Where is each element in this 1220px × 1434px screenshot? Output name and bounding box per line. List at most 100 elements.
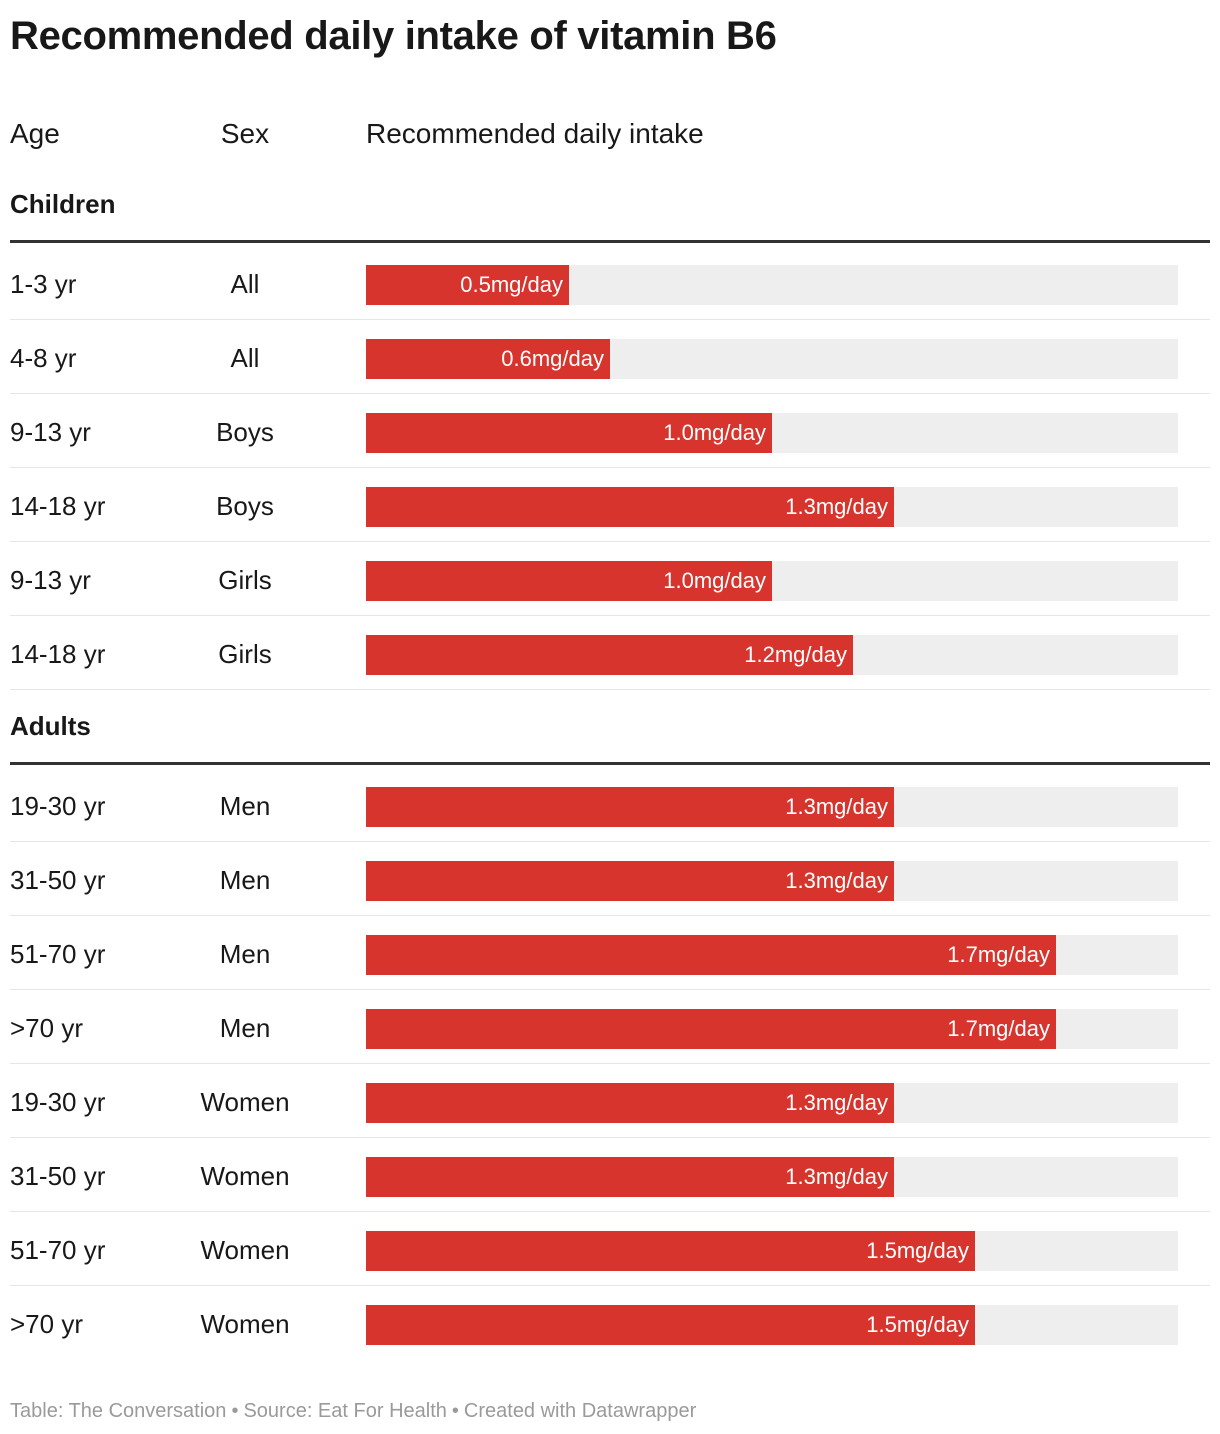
footer-credits: Table: The Conversation • Source: Eat For … bbox=[10, 1397, 696, 1425]
bar-track: 1.3mg/day bbox=[366, 861, 1178, 901]
bar-value-label: 1.7mg/day bbox=[947, 942, 1050, 967]
age-cell: 14-18 yr bbox=[10, 639, 106, 669]
sex-cell: Women bbox=[200, 1235, 290, 1265]
bar-track: 1.7mg/day bbox=[366, 1009, 1178, 1049]
intake-bar: 1.3mg/day bbox=[366, 487, 894, 527]
intake-bar: 1.3mg/day bbox=[366, 787, 894, 827]
table-row: 19-30 yr Men 1.3mg/day bbox=[10, 768, 1210, 842]
sex-cell: Girls bbox=[218, 565, 272, 595]
bar-track: 1.5mg/day bbox=[366, 1305, 1178, 1345]
group-divider bbox=[10, 762, 1210, 765]
chart-title: Recommended daily intake of vitamin B6 bbox=[10, 14, 777, 58]
sex-cell: Boys bbox=[216, 491, 274, 521]
sex-cell: Men bbox=[219, 865, 271, 895]
row-divider bbox=[10, 541, 1210, 542]
sex-cell: Girls bbox=[218, 639, 272, 669]
sex-cell: All bbox=[230, 343, 260, 373]
intake-bar: 0.6mg/day bbox=[366, 339, 610, 379]
bar-track: 1.3mg/day bbox=[366, 787, 1178, 827]
bar-value-label: 1.7mg/day bbox=[947, 1016, 1050, 1041]
row-divider bbox=[10, 1137, 1210, 1138]
table-row: 19-30 yr Women 1.3mg/day bbox=[10, 1064, 1210, 1138]
sex-cell: Men bbox=[219, 1013, 271, 1043]
bar-track: 0.5mg/day bbox=[366, 265, 1178, 305]
footer-tool-credit: Created with Datawrapper bbox=[463, 1400, 697, 1422]
table-row: >70 yr Men 1.7mg/day bbox=[10, 990, 1210, 1064]
age-cell: 31-50 yr bbox=[10, 1161, 106, 1191]
age-cell: 51-70 yr bbox=[10, 939, 106, 969]
sex-cell: Women bbox=[200, 1309, 290, 1339]
intake-bar: 1.5mg/day bbox=[366, 1231, 975, 1271]
bar-track: 1.0mg/day bbox=[366, 413, 1178, 453]
bar-value-label: 1.3mg/day bbox=[785, 794, 888, 819]
intake-bar: 1.3mg/day bbox=[366, 1083, 894, 1123]
table-row: 9-13 yr Boys 1.0mg/day bbox=[10, 394, 1210, 468]
intake-bar: 0.5mg/day bbox=[366, 265, 569, 305]
bar-track: 1.2mg/day bbox=[366, 635, 1178, 675]
footer-separator: • bbox=[451, 1400, 459, 1422]
age-cell: 19-30 yr bbox=[10, 1087, 106, 1117]
row-divider bbox=[10, 467, 1210, 468]
bar-track: 1.0mg/day bbox=[366, 561, 1178, 601]
intake-bar: 1.3mg/day bbox=[366, 1157, 894, 1197]
sex-cell: Boys bbox=[216, 417, 274, 447]
age-cell: >70 yr bbox=[10, 1013, 83, 1043]
column-header-age: Age bbox=[10, 118, 60, 149]
bar-value-label: 1.3mg/day bbox=[785, 1090, 888, 1115]
footer-source: Source: Eat For Health bbox=[243, 1400, 447, 1422]
sex-cell: Men bbox=[219, 791, 271, 821]
age-cell: 9-13 yr bbox=[10, 417, 91, 447]
bar-value-label: 1.0mg/day bbox=[663, 420, 766, 445]
group-title: Children bbox=[10, 189, 116, 219]
bar-value-label: 1.2mg/day bbox=[744, 642, 847, 667]
row-divider bbox=[10, 841, 1210, 842]
age-cell: 51-70 yr bbox=[10, 1235, 106, 1265]
row-divider bbox=[10, 615, 1210, 616]
row-divider bbox=[10, 989, 1210, 990]
intake-bar: 1.7mg/day bbox=[366, 935, 1056, 975]
age-cell: 19-30 yr bbox=[10, 791, 106, 821]
table-row: 9-13 yr Girls 1.0mg/day bbox=[10, 542, 1210, 616]
row-divider bbox=[10, 319, 1210, 320]
group-title: Adults bbox=[10, 711, 91, 741]
intake-bar: 1.2mg/day bbox=[366, 635, 853, 675]
row-divider bbox=[10, 1211, 1210, 1212]
intake-bar: 1.5mg/day bbox=[366, 1305, 975, 1345]
table-row: 14-18 yr Girls 1.2mg/day bbox=[10, 616, 1210, 690]
row-divider bbox=[10, 1285, 1210, 1286]
age-cell: >70 yr bbox=[10, 1309, 83, 1339]
table-row: 1-3 yr All 0.5mg/day bbox=[10, 246, 1210, 320]
age-cell: 1-3 yr bbox=[10, 269, 77, 299]
bar-track: 1.7mg/day bbox=[366, 935, 1178, 975]
bar-value-label: 1.3mg/day bbox=[785, 868, 888, 893]
intake-bar: 1.0mg/day bbox=[366, 561, 772, 601]
bar-track: 0.6mg/day bbox=[366, 339, 1178, 379]
intake-bar: 1.3mg/day bbox=[366, 861, 894, 901]
intake-bar: 1.7mg/day bbox=[366, 1009, 1056, 1049]
bar-value-label: 0.6mg/day bbox=[501, 346, 604, 371]
row-divider bbox=[10, 1063, 1210, 1064]
bar-value-label: 1.0mg/day bbox=[663, 568, 766, 593]
sex-cell: Women bbox=[200, 1161, 290, 1191]
bar-value-label: 1.5mg/day bbox=[866, 1238, 969, 1263]
bar-track: 1.5mg/day bbox=[366, 1231, 1178, 1271]
age-cell: 4-8 yr bbox=[10, 343, 77, 373]
intake-bar: 1.0mg/day bbox=[366, 413, 772, 453]
bar-value-label: 1.3mg/day bbox=[785, 494, 888, 519]
bar-value-label: 1.3mg/day bbox=[785, 1164, 888, 1189]
table-row: 31-50 yr Women 1.3mg/day bbox=[10, 1138, 1210, 1212]
table-row: >70 yr Women 1.5mg/day bbox=[10, 1286, 1210, 1360]
bar-value-label: 1.5mg/day bbox=[866, 1312, 969, 1337]
footer-separator: • bbox=[231, 1400, 239, 1422]
footer-table-credit: Table: The Conversation bbox=[10, 1400, 227, 1422]
bar-track: 1.3mg/day bbox=[366, 487, 1178, 527]
row-divider bbox=[10, 915, 1210, 916]
age-cell: 31-50 yr bbox=[10, 865, 106, 895]
column-header-sex: Sex bbox=[220, 118, 270, 149]
sex-cell: All bbox=[230, 269, 260, 299]
table-row: 14-18 yr Boys 1.3mg/day bbox=[10, 468, 1210, 542]
sex-cell: Men bbox=[219, 939, 271, 969]
row-divider bbox=[10, 393, 1210, 394]
bar-track: 1.3mg/day bbox=[366, 1157, 1178, 1197]
table-row: 31-50 yr Men 1.3mg/day bbox=[10, 842, 1210, 916]
